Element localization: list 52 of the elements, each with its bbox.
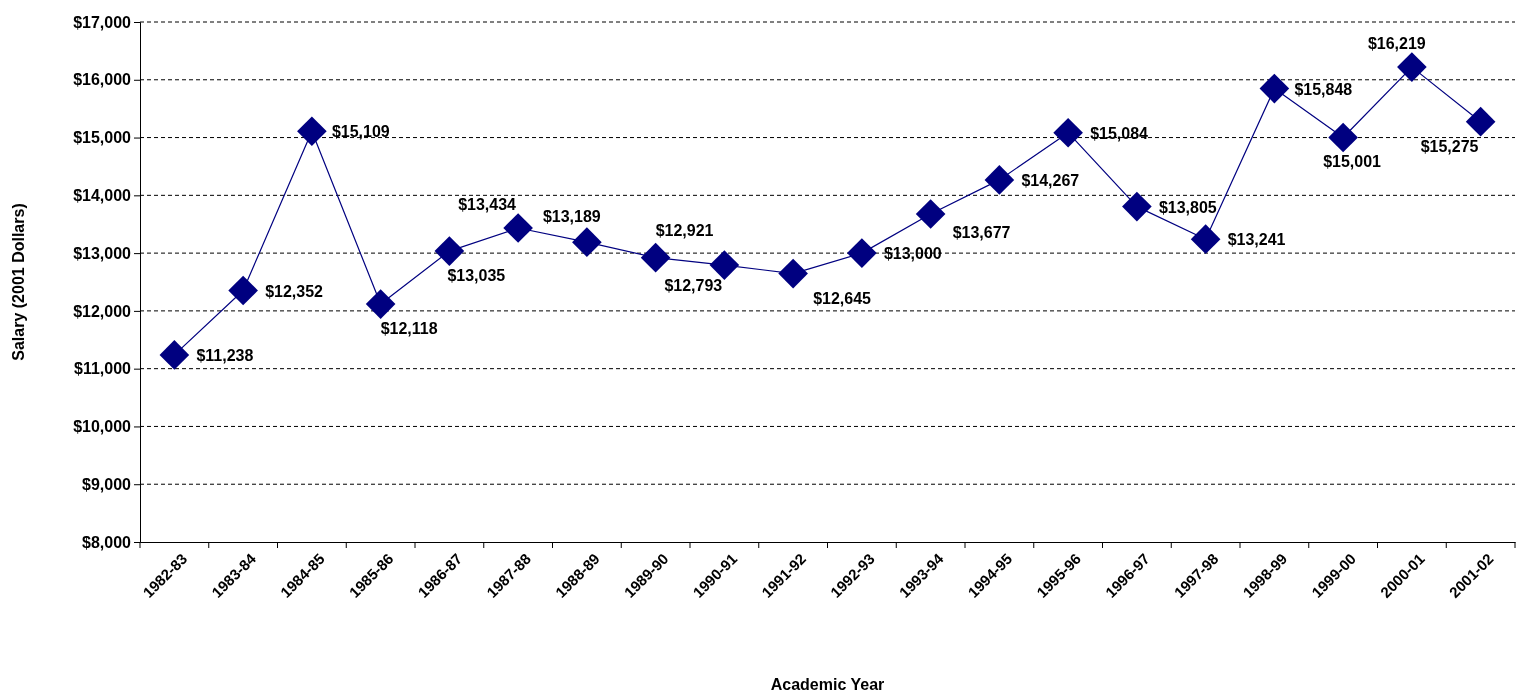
point bbox=[228, 275, 258, 306]
point bbox=[1053, 117, 1083, 148]
point bbox=[984, 165, 1015, 195]
y-tick-label: $14,000 bbox=[73, 186, 132, 204]
point bbox=[503, 213, 533, 243]
data-label: $16,219 bbox=[1367, 35, 1426, 53]
y-tick-label: $12,000 bbox=[73, 302, 132, 320]
data-label: $15,001 bbox=[1323, 153, 1382, 171]
data-label: $12,645 bbox=[813, 289, 872, 307]
data-label: $15,275 bbox=[1420, 137, 1479, 155]
data-label: $13,000 bbox=[883, 245, 942, 263]
data-label: $15,109 bbox=[331, 123, 390, 141]
point bbox=[1259, 73, 1290, 104]
point bbox=[1122, 191, 1152, 222]
y-tick-label: $13,000 bbox=[73, 244, 132, 262]
point bbox=[1397, 52, 1427, 82]
x-axis-title: Academic Year bbox=[770, 676, 885, 693]
y-tick-label: $9,000 bbox=[82, 475, 132, 493]
y-tick-label: $8,000 bbox=[82, 533, 132, 551]
data-label: $12,352 bbox=[265, 282, 324, 300]
data-label: $13,035 bbox=[447, 267, 506, 285]
point bbox=[365, 289, 396, 319]
point bbox=[1465, 106, 1496, 137]
point bbox=[709, 250, 740, 280]
y-tick-label: $10,000 bbox=[73, 418, 132, 436]
point bbox=[1190, 224, 1221, 255]
data-label: $15,084 bbox=[1090, 124, 1149, 142]
point bbox=[159, 340, 190, 370]
y-tick-label: $11,000 bbox=[74, 360, 132, 378]
y-axis-title: Salary (2001 Dollars) bbox=[10, 203, 27, 361]
point bbox=[1328, 122, 1358, 153]
point bbox=[572, 227, 602, 258]
point bbox=[434, 236, 465, 266]
data-label: $11,238 bbox=[196, 346, 254, 364]
data-label: $15,848 bbox=[1294, 80, 1353, 98]
data-label: $13,677 bbox=[952, 224, 1011, 241]
data-label: $12,921 bbox=[655, 221, 714, 239]
point bbox=[915, 199, 946, 229]
data-label: $12,118 bbox=[380, 320, 438, 338]
y-tick-label: $16,000 bbox=[73, 71, 132, 89]
point bbox=[640, 242, 671, 273]
data-label: $13,434 bbox=[458, 196, 517, 214]
y-tick-label: $15,000 bbox=[73, 129, 132, 147]
data-label: $14,267 bbox=[1021, 171, 1080, 189]
point bbox=[847, 238, 877, 268]
point bbox=[778, 258, 808, 289]
data-label: $13,189 bbox=[542, 208, 601, 226]
data-label: $13,241 bbox=[1227, 231, 1286, 249]
data-label: $13,805 bbox=[1158, 198, 1217, 216]
y-tick-label: $17,000 bbox=[73, 13, 132, 31]
point bbox=[297, 116, 327, 147]
data-label: $12,793 bbox=[664, 277, 723, 295]
